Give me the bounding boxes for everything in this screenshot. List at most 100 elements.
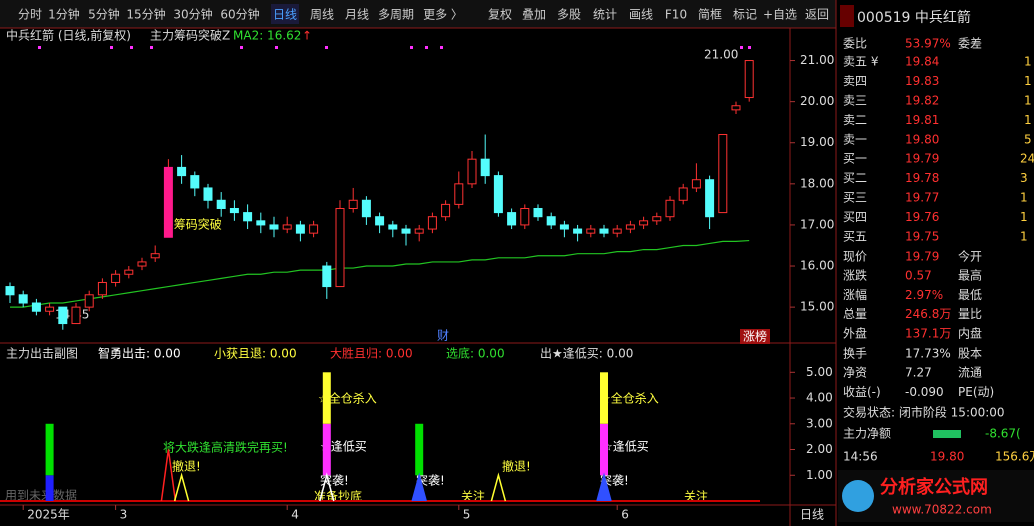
quote-cell: 卖二 bbox=[843, 113, 867, 127]
candle-body bbox=[31, 302, 41, 312]
indicator-name: 主力筹码突破Z bbox=[150, 28, 230, 43]
note: 关注 bbox=[461, 489, 485, 504]
quote-cell: 量比 bbox=[958, 307, 982, 321]
toolbar-button[interactable]: 60分钟 bbox=[220, 7, 259, 22]
toolbar-button[interactable]: 分时 bbox=[18, 8, 42, 22]
toolbar-button[interactable]: 标记 bbox=[733, 8, 757, 22]
quote-cell: 1 bbox=[1024, 94, 1032, 108]
sub-bar bbox=[322, 372, 331, 424]
sub-bar bbox=[45, 475, 54, 501]
candle-body bbox=[282, 224, 292, 230]
toolbar-button[interactable]: 15分钟 bbox=[126, 7, 165, 22]
toolbar-button[interactable]: +自选 bbox=[763, 8, 797, 22]
candle-body bbox=[612, 228, 622, 234]
candle-body bbox=[480, 158, 490, 177]
note: 关注 bbox=[684, 489, 708, 504]
toolbar-button[interactable]: 多股 bbox=[557, 8, 581, 22]
quote-cell: 外盘 bbox=[843, 325, 867, 340]
x-tick-label: 3 bbox=[120, 508, 128, 522]
candle-body bbox=[573, 228, 583, 234]
sub-triangle bbox=[596, 472, 612, 502]
quote-cell: 2.97% bbox=[905, 288, 943, 302]
status: 交易状态: 闭市阶段 15:00:00 bbox=[843, 405, 1005, 420]
quote-cell: 涨幅 bbox=[843, 287, 867, 302]
candle-body bbox=[441, 203, 451, 218]
toolbar-button[interactable]: 画线 bbox=[629, 8, 653, 22]
toolbar-button[interactable]: 多周期 bbox=[378, 8, 414, 22]
candle-body bbox=[18, 294, 28, 304]
quote-cell: 1 bbox=[1024, 55, 1032, 69]
ma-line bbox=[10, 239, 750, 308]
candle-body bbox=[401, 228, 411, 234]
toolbar-button[interactable]: 复权 bbox=[488, 8, 512, 22]
sub-header: 选底: 0.00 bbox=[446, 346, 505, 361]
quote-cell: 委比 bbox=[843, 37, 867, 51]
quote-cell: 买三 bbox=[843, 191, 867, 205]
quote-cell: 19.79 bbox=[905, 250, 939, 264]
toolbar-button[interactable]: 1分钟 bbox=[48, 7, 80, 22]
candle-body bbox=[586, 228, 596, 234]
quote-cell: 卖五 ¥ bbox=[843, 55, 879, 69]
quote-cell: 5 bbox=[1024, 133, 1032, 147]
quote-cell: 涨跌 bbox=[843, 268, 867, 283]
candle-body bbox=[639, 220, 649, 226]
toolbar-button[interactable]: F10 bbox=[665, 8, 687, 22]
candle-body bbox=[124, 269, 134, 275]
candle-body bbox=[58, 306, 68, 325]
toolbar-button[interactable]: 5分钟 bbox=[88, 7, 120, 22]
sub-bar bbox=[600, 372, 608, 424]
quote-cell: 0.57 bbox=[905, 269, 932, 283]
note: 撤退! bbox=[172, 459, 201, 474]
candle-body bbox=[375, 216, 385, 226]
quote-cell: 19.79 bbox=[905, 152, 939, 166]
quote-cell: 156.6万 bbox=[995, 450, 1034, 464]
toolbar-button[interactable]: 返回 bbox=[805, 8, 829, 22]
candle-body bbox=[546, 216, 556, 226]
candle-body bbox=[84, 294, 94, 308]
quote-cell: 53.97% bbox=[905, 37, 951, 51]
toolbar-button[interactable]: 30分钟 bbox=[173, 7, 212, 22]
quote-cell: 委差 bbox=[958, 37, 982, 51]
quote-cell: 卖一 bbox=[843, 133, 867, 147]
quote-cell: 卖四 bbox=[843, 74, 867, 88]
sub-header: 小获且退: 0.00 bbox=[214, 347, 297, 361]
candle-body bbox=[665, 199, 675, 218]
toolbar-button[interactable]: 更多 〉 bbox=[423, 8, 463, 22]
quote-cell: 246.8万 bbox=[905, 307, 951, 321]
y-tick-label: 21.00 bbox=[800, 53, 834, 67]
quote-cell: 14:56 bbox=[843, 450, 878, 464]
quote-cell: 19.83 bbox=[905, 74, 939, 88]
marker-cai: 财 bbox=[437, 329, 449, 343]
badge bbox=[840, 5, 854, 27]
logo-icon bbox=[842, 480, 874, 512]
quote-cell: 19.84 bbox=[905, 55, 939, 69]
y-tick-label: 16.00 bbox=[800, 259, 834, 273]
toolbar-button[interactable]: 月线 bbox=[345, 8, 369, 22]
flow-bar bbox=[933, 430, 961, 438]
toolbar-button[interactable]: 周线 bbox=[310, 8, 334, 22]
candle-body bbox=[559, 224, 569, 230]
y-tick-label: 15.00 bbox=[800, 300, 834, 314]
sub-triangle bbox=[173, 472, 190, 502]
candle-body bbox=[71, 306, 81, 325]
candle-body bbox=[256, 220, 266, 226]
signal-dots bbox=[38, 46, 751, 49]
toolbar-button[interactable]: 日线 bbox=[273, 8, 297, 22]
logo: 分析家公式网 bbox=[880, 476, 988, 498]
quote-cell: 17.73% bbox=[905, 347, 951, 361]
candle-body bbox=[203, 187, 213, 201]
candle-body bbox=[295, 224, 305, 234]
toolbar-button[interactable]: 统计 bbox=[593, 8, 617, 22]
toolbar-button[interactable]: 简框 bbox=[698, 8, 722, 22]
candle-body bbox=[243, 212, 253, 222]
candle-body bbox=[744, 60, 754, 99]
quote-cell: 现价 bbox=[843, 250, 867, 264]
sub-bar bbox=[322, 423, 331, 476]
candle-body bbox=[335, 207, 345, 288]
toolbar-button[interactable]: 叠加 bbox=[522, 8, 546, 22]
quote-cell: 19.75 bbox=[905, 230, 939, 244]
candle-body bbox=[652, 216, 662, 222]
sub-header: 出★逢低买: 0.00 bbox=[540, 347, 633, 361]
quote-cell: 1 bbox=[1020, 210, 1028, 224]
quote-cell: 买五 bbox=[843, 230, 867, 244]
